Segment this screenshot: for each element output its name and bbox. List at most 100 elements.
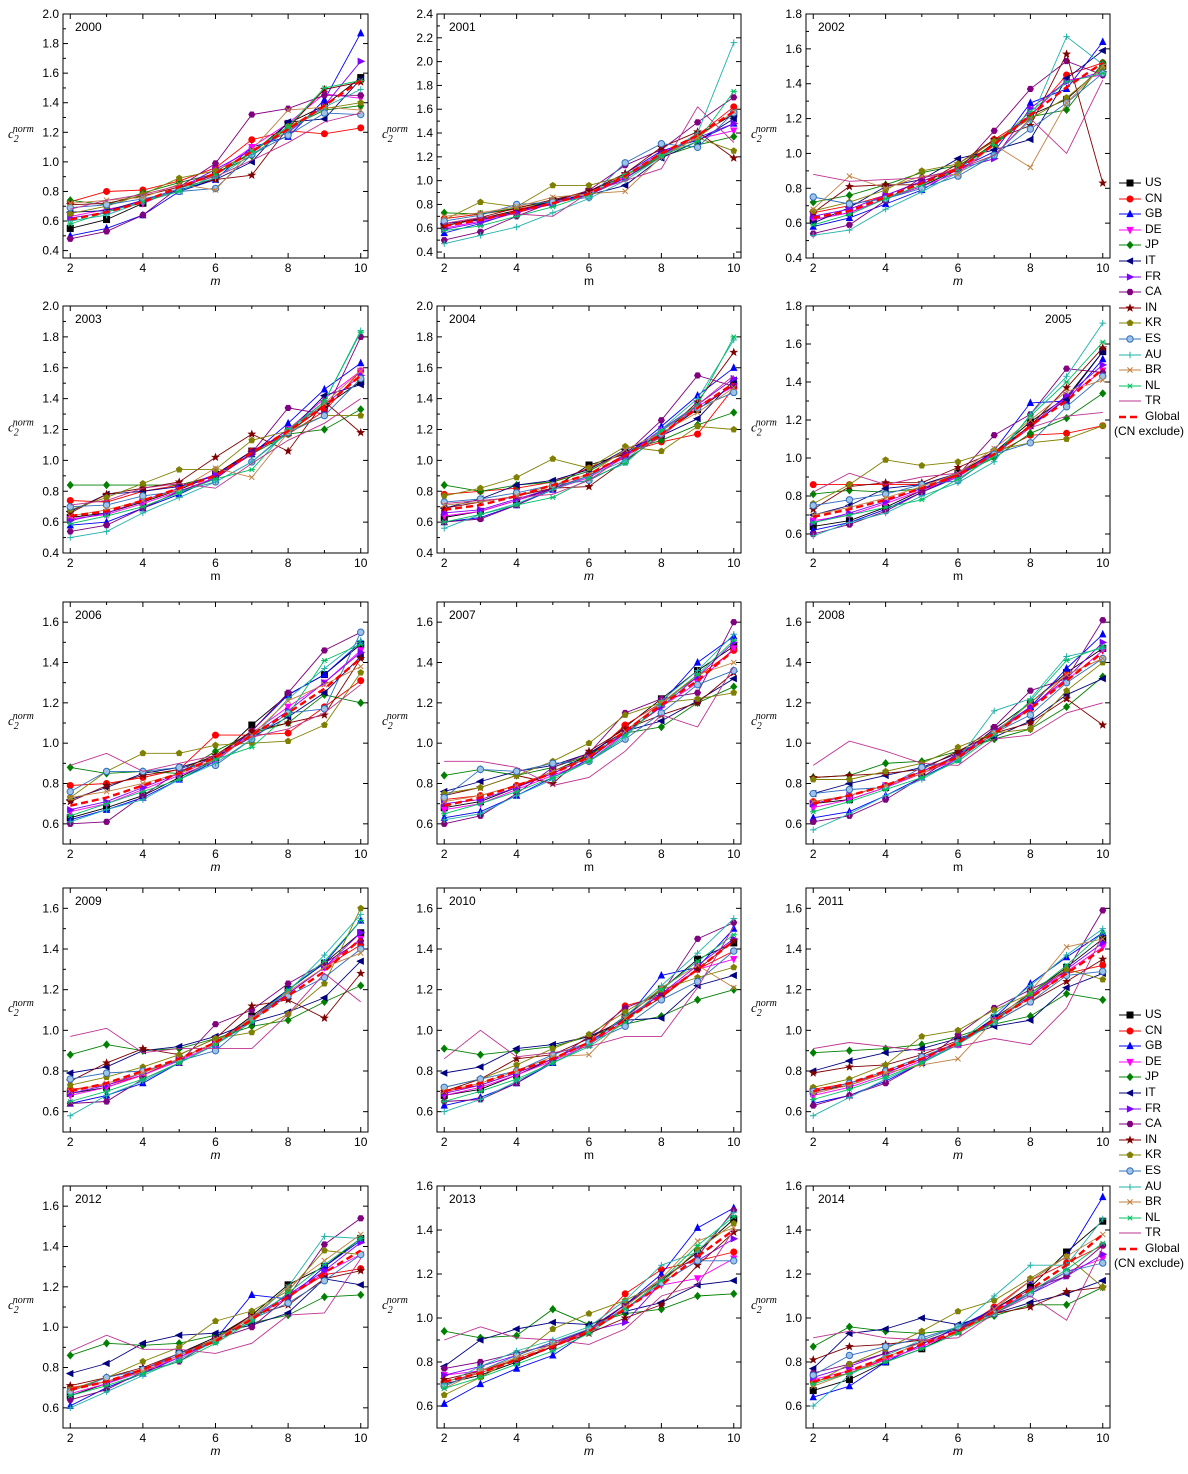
data-point-NL — [954, 476, 962, 482]
y-tick-label: 2.0 — [416, 55, 433, 69]
y-tick-label: 2.0 — [42, 299, 59, 313]
data-point-ES — [357, 110, 365, 119]
data-point-ES — [730, 388, 738, 397]
panel-title: 2004 — [449, 312, 476, 326]
data-point-GB — [1099, 37, 1107, 45]
y-tick-label: 0.6 — [42, 1105, 59, 1119]
data-point-KR — [954, 1026, 962, 1034]
legend-label: IT — [1145, 1084, 1156, 1099]
data-point-AU — [1099, 1215, 1106, 1223]
data-point-BR — [441, 798, 448, 805]
y-tick-label: 1.0 — [42, 736, 59, 750]
data-point-GB — [320, 670, 329, 678]
data-point-FR — [730, 119, 739, 128]
y-tick-label: 0.8 — [416, 777, 433, 791]
legend-label: IN — [1145, 1131, 1157, 1146]
series-NL — [441, 637, 737, 817]
y-tick-label: 0.6 — [42, 817, 59, 831]
chart-panel-2000: 2 4 6 8 10 0.4 0.6 0.8 1.0 1.2 1.4 1.6 1.8 2.0 2000 m c2… — [8, 7, 369, 288]
series-GB — [440, 924, 738, 1109]
series-IT — [808, 46, 1106, 227]
legend-marker-IT — [1125, 1089, 1134, 1097]
data-point-BR — [477, 209, 484, 216]
y-tick-label: 1.2 — [416, 696, 433, 710]
data-point-ES — [809, 1371, 817, 1379]
x-tick-label: 8 — [658, 556, 665, 570]
series-JP — [440, 132, 738, 219]
x-tick-label: 10 — [354, 261, 368, 275]
data-point-CA — [694, 119, 702, 126]
series-line-CN — [444, 950, 735, 1092]
x-tick-label: 6 — [586, 261, 593, 275]
legend-label: DE — [1145, 221, 1162, 236]
data-point-FR — [1027, 104, 1035, 112]
data-point-AU — [846, 519, 853, 526]
legend-label: CA — [1145, 1116, 1162, 1131]
data-point-IN — [693, 698, 703, 707]
data-point-NL — [441, 811, 448, 817]
series-Global — [70, 374, 362, 518]
data-point-CA — [657, 417, 665, 424]
data-point-ES — [1062, 678, 1071, 687]
series-KR — [66, 904, 365, 1089]
x-tick-label: 6 — [212, 1431, 219, 1445]
data-point-AU — [621, 457, 629, 464]
data-point-AU — [103, 806, 110, 813]
series-IN — [808, 694, 1108, 782]
legend-label: TR — [1145, 1225, 1161, 1240]
data-point-NL — [658, 987, 665, 993]
plot-frame — [436, 601, 742, 845]
data-point-KR — [248, 1307, 256, 1314]
series-line-NL — [444, 639, 735, 815]
data-point-NL — [918, 497, 926, 503]
data-point-IN — [1062, 976, 1072, 986]
data-point-FR — [730, 1235, 739, 1243]
data-point-IT — [512, 1044, 520, 1053]
data-point-ES — [440, 498, 448, 506]
data-point-NL — [139, 788, 147, 795]
series-line-NL — [444, 91, 735, 232]
series-IN — [439, 936, 739, 1096]
series-IN — [808, 343, 1108, 514]
series-CA — [440, 619, 738, 827]
data-point-KR — [103, 493, 110, 501]
data-point-NL — [212, 756, 219, 762]
data-point-IT — [729, 115, 737, 123]
series-TR — [70, 112, 361, 210]
data-point-AU — [248, 151, 256, 158]
series-TR — [444, 375, 735, 505]
series-line-FR — [70, 61, 362, 219]
x-tick-label: 8 — [658, 847, 665, 861]
data-point-JP — [440, 771, 448, 780]
x-tick-label: 10 — [1096, 847, 1110, 861]
data-point-NL — [513, 1076, 520, 1082]
data-point-JP — [440, 1044, 448, 1053]
x-axis-label: m — [584, 860, 594, 874]
data-point-ES — [512, 767, 521, 776]
series-ES — [440, 109, 738, 225]
series-CA — [66, 937, 365, 1107]
data-point-ES — [440, 217, 448, 225]
data-point-JP — [1026, 429, 1034, 438]
series-DE — [809, 943, 1107, 1100]
y-tick-label: 1.8 — [416, 330, 433, 344]
data-point-CA — [320, 1241, 328, 1248]
data-point-NL — [357, 641, 364, 647]
data-point-IT — [512, 1325, 520, 1333]
y-tick-label: 1.0 — [42, 1023, 59, 1037]
data-point-NL — [103, 513, 110, 519]
x-tick-label: 10 — [1096, 1431, 1110, 1445]
x-tick-label: 2 — [441, 1135, 448, 1149]
legend-label: NL — [1145, 377, 1161, 392]
x-tick-label: 4 — [882, 261, 889, 275]
series-TR — [443, 926, 735, 1060]
data-point-NL — [882, 1074, 889, 1080]
series-line-AU — [813, 322, 1104, 537]
legend-swatch — [1119, 226, 1141, 235]
legend-swatch — [1119, 383, 1141, 389]
series-line-IT — [813, 678, 1103, 795]
legend-label: US — [1145, 1007, 1162, 1021]
data-point-IT — [512, 481, 520, 489]
data-point-NL — [1063, 962, 1070, 968]
x-tick-label: 10 — [1096, 556, 1110, 570]
